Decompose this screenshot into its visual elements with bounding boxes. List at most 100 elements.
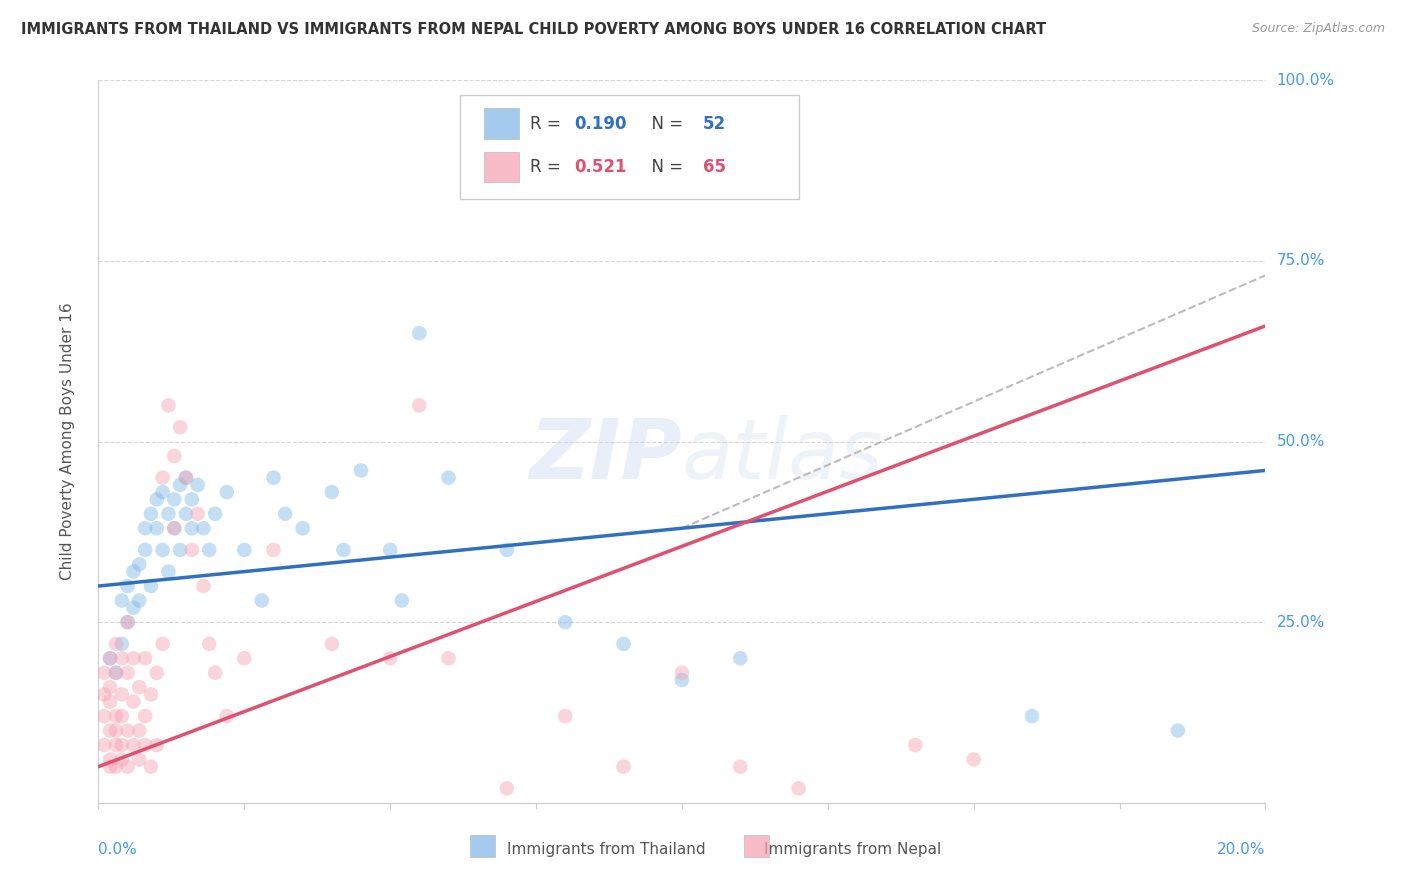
Point	[98, 723, 121, 738]
Point	[187, 478, 209, 492]
Point	[104, 637, 127, 651]
Point	[612, 760, 634, 774]
Point	[122, 695, 145, 709]
Point	[380, 542, 402, 557]
Text: N =: N =	[641, 115, 689, 133]
Point	[93, 687, 115, 701]
Point	[169, 542, 191, 557]
FancyBboxPatch shape	[484, 109, 519, 139]
FancyBboxPatch shape	[470, 835, 495, 857]
Point	[408, 326, 430, 340]
Point	[174, 507, 197, 521]
Point	[128, 558, 150, 572]
Point	[391, 593, 413, 607]
Text: 50.0%: 50.0%	[1277, 434, 1324, 449]
Point	[215, 709, 238, 723]
Point	[111, 651, 134, 665]
Point	[157, 507, 180, 521]
Point	[122, 651, 145, 665]
Point	[111, 709, 134, 723]
Point	[134, 521, 156, 535]
Point	[139, 687, 162, 701]
Point	[321, 485, 343, 500]
Point	[187, 507, 209, 521]
Point	[198, 542, 221, 557]
Y-axis label: Child Poverty Among Boys Under 16: Child Poverty Among Boys Under 16	[60, 302, 75, 581]
Point	[122, 738, 145, 752]
Point	[554, 709, 576, 723]
Point	[117, 615, 139, 630]
Point	[1021, 709, 1043, 723]
Point	[233, 651, 256, 665]
Point	[204, 665, 226, 680]
Point	[157, 565, 180, 579]
Point	[111, 593, 134, 607]
Point	[250, 593, 273, 607]
Point	[111, 752, 134, 766]
Point	[104, 665, 127, 680]
Point	[174, 470, 197, 484]
Point	[134, 709, 156, 723]
Text: IMMIGRANTS FROM THAILAND VS IMMIGRANTS FROM NEPAL CHILD POVERTY AMONG BOYS UNDER: IMMIGRANTS FROM THAILAND VS IMMIGRANTS F…	[21, 22, 1046, 37]
Text: R =: R =	[530, 115, 567, 133]
Point	[128, 752, 150, 766]
Point	[98, 651, 121, 665]
Point	[157, 398, 180, 412]
Point	[146, 521, 169, 535]
Point	[350, 463, 373, 477]
Text: 75.0%: 75.0%	[1277, 253, 1324, 268]
Point	[671, 673, 693, 687]
Point	[163, 521, 186, 535]
Point	[671, 665, 693, 680]
Point	[262, 470, 284, 484]
Point	[174, 470, 197, 484]
Point	[962, 752, 984, 766]
Point	[117, 615, 139, 630]
Point	[169, 420, 191, 434]
Text: 20.0%: 20.0%	[1218, 842, 1265, 856]
FancyBboxPatch shape	[744, 835, 769, 857]
Point	[98, 752, 121, 766]
Point	[193, 521, 215, 535]
FancyBboxPatch shape	[460, 95, 799, 200]
Point	[93, 709, 115, 723]
Point	[117, 760, 139, 774]
Point	[204, 507, 226, 521]
Point	[496, 542, 519, 557]
Point	[437, 470, 460, 484]
Point	[93, 738, 115, 752]
Text: 100.0%: 100.0%	[1277, 73, 1334, 87]
Point	[146, 665, 169, 680]
Point	[180, 542, 202, 557]
Text: 0.0%: 0.0%	[98, 842, 138, 856]
Point	[111, 738, 134, 752]
Point	[163, 492, 186, 507]
Point	[117, 723, 139, 738]
Point	[730, 651, 752, 665]
Point	[152, 542, 174, 557]
Point	[98, 695, 121, 709]
Point	[904, 738, 927, 752]
Point	[169, 478, 191, 492]
Point	[1167, 723, 1189, 738]
Point	[104, 738, 127, 752]
Point	[111, 637, 134, 651]
Point	[146, 738, 169, 752]
Point	[408, 398, 430, 412]
Point	[787, 781, 810, 796]
Point	[117, 579, 139, 593]
Point	[104, 723, 127, 738]
Point	[104, 665, 127, 680]
Point	[554, 615, 576, 630]
Text: Immigrants from Thailand: Immigrants from Thailand	[508, 842, 706, 856]
Point	[139, 507, 162, 521]
Point	[128, 680, 150, 694]
Point	[180, 521, 202, 535]
Point	[262, 542, 284, 557]
FancyBboxPatch shape	[484, 152, 519, 182]
Point	[146, 492, 169, 507]
Point	[274, 507, 297, 521]
Text: ZIP: ZIP	[529, 416, 682, 497]
Point	[98, 651, 121, 665]
Point	[193, 579, 215, 593]
